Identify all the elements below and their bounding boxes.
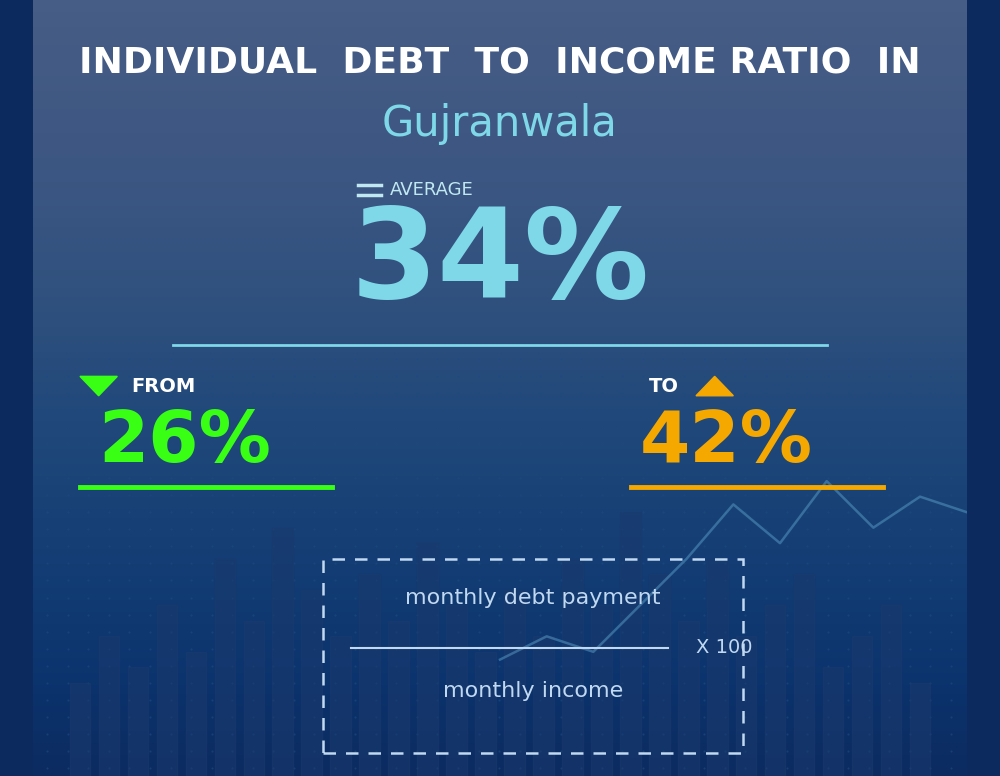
Bar: [649, 574, 670, 776]
Bar: [562, 559, 583, 776]
Bar: [881, 605, 901, 776]
Bar: [186, 652, 206, 776]
Polygon shape: [80, 376, 117, 396]
Bar: [504, 590, 525, 776]
Bar: [794, 574, 814, 776]
Text: TO: TO: [649, 377, 679, 396]
Text: 26%: 26%: [99, 408, 272, 476]
Bar: [359, 574, 380, 776]
Bar: [330, 636, 351, 776]
Bar: [678, 621, 699, 776]
Text: X 100: X 100: [696, 639, 753, 657]
Text: Gujranwala: Gujranwala: [382, 103, 618, 145]
Text: INDIVIDUAL  DEBT  TO  INCOME RATIO  IN: INDIVIDUAL DEBT TO INCOME RATIO IN: [79, 45, 921, 79]
Bar: [707, 559, 728, 776]
Bar: [301, 590, 322, 776]
Bar: [215, 559, 235, 776]
Bar: [417, 543, 438, 776]
Text: FROM: FROM: [131, 377, 196, 396]
Bar: [446, 605, 467, 776]
Bar: [244, 621, 264, 776]
Bar: [70, 683, 90, 776]
Bar: [157, 605, 177, 776]
Bar: [736, 636, 756, 776]
Text: monthly income: monthly income: [443, 681, 623, 701]
Text: 42%: 42%: [640, 408, 813, 476]
Bar: [591, 605, 612, 776]
Bar: [823, 667, 843, 776]
Bar: [99, 636, 119, 776]
Bar: [272, 528, 293, 776]
Bar: [910, 683, 930, 776]
Bar: [128, 667, 148, 776]
Bar: [852, 636, 872, 776]
Bar: [388, 621, 409, 776]
Bar: [620, 512, 641, 776]
Bar: [533, 636, 554, 776]
Text: 34%: 34%: [350, 203, 650, 324]
Text: AVERAGE: AVERAGE: [390, 181, 474, 199]
Bar: [765, 605, 785, 776]
Text: monthly debt payment: monthly debt payment: [405, 587, 660, 608]
Bar: [475, 652, 496, 776]
Polygon shape: [696, 376, 733, 396]
